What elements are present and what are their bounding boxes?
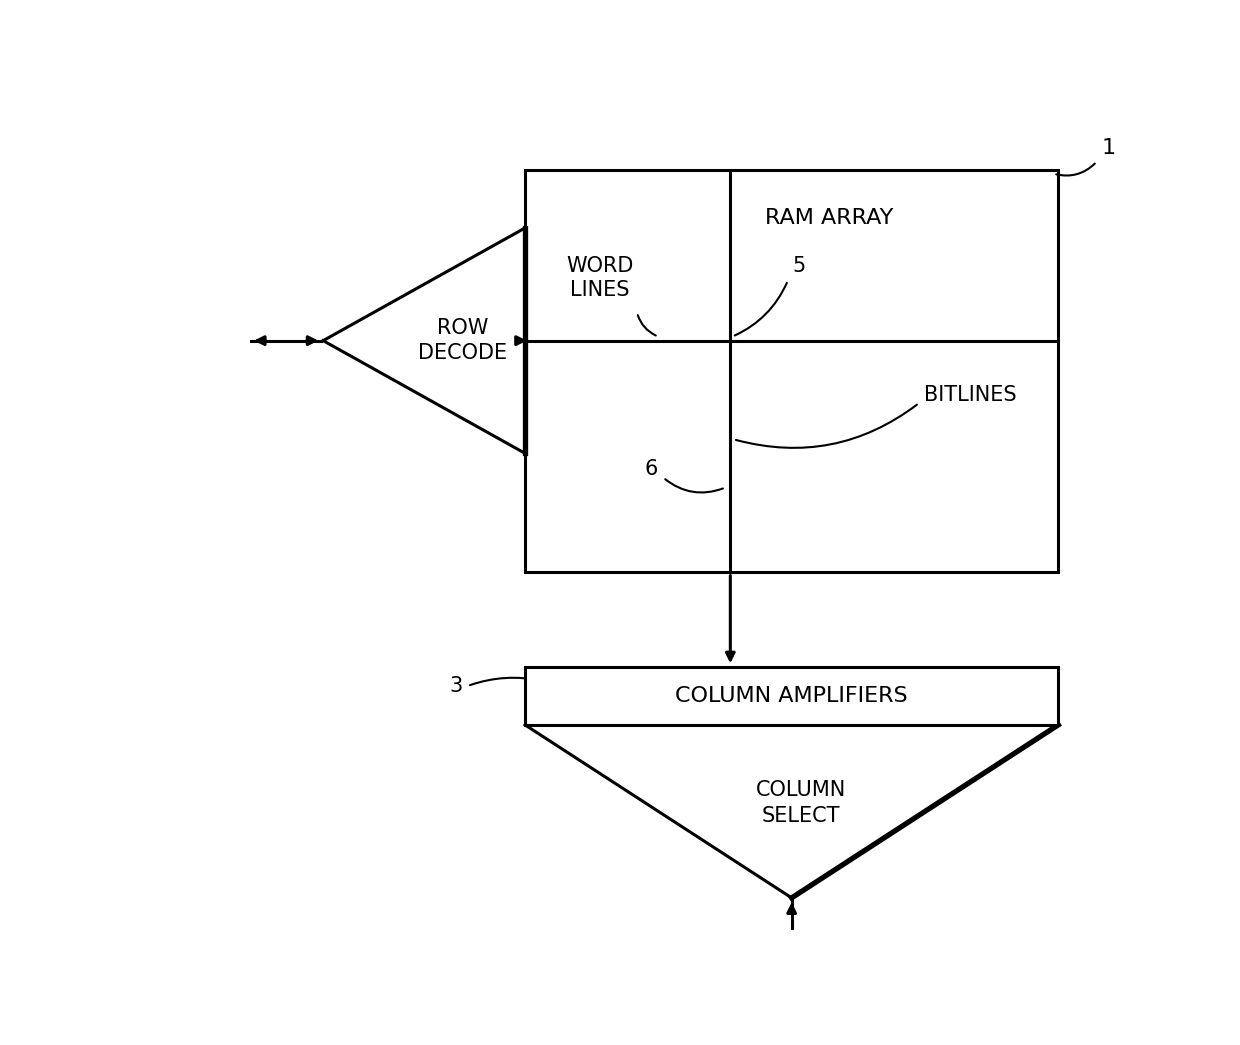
- Text: 6: 6: [645, 460, 658, 480]
- Text: RAM ARRAY: RAM ARRAY: [765, 208, 893, 228]
- Text: ROW
DECODE: ROW DECODE: [418, 319, 507, 363]
- Bar: [525, 169, 1059, 572]
- Text: 1: 1: [1101, 138, 1116, 158]
- Text: 3: 3: [449, 676, 463, 696]
- Text: BITLINES: BITLINES: [924, 385, 1017, 405]
- Text: COLUMN
SELECT: COLUMN SELECT: [756, 780, 847, 826]
- Text: WORD
LINES: WORD LINES: [565, 256, 634, 300]
- Text: COLUMN AMPLIFIERS: COLUMN AMPLIFIERS: [676, 686, 908, 705]
- Text: 5: 5: [792, 256, 806, 276]
- Bar: [525, 667, 1059, 725]
